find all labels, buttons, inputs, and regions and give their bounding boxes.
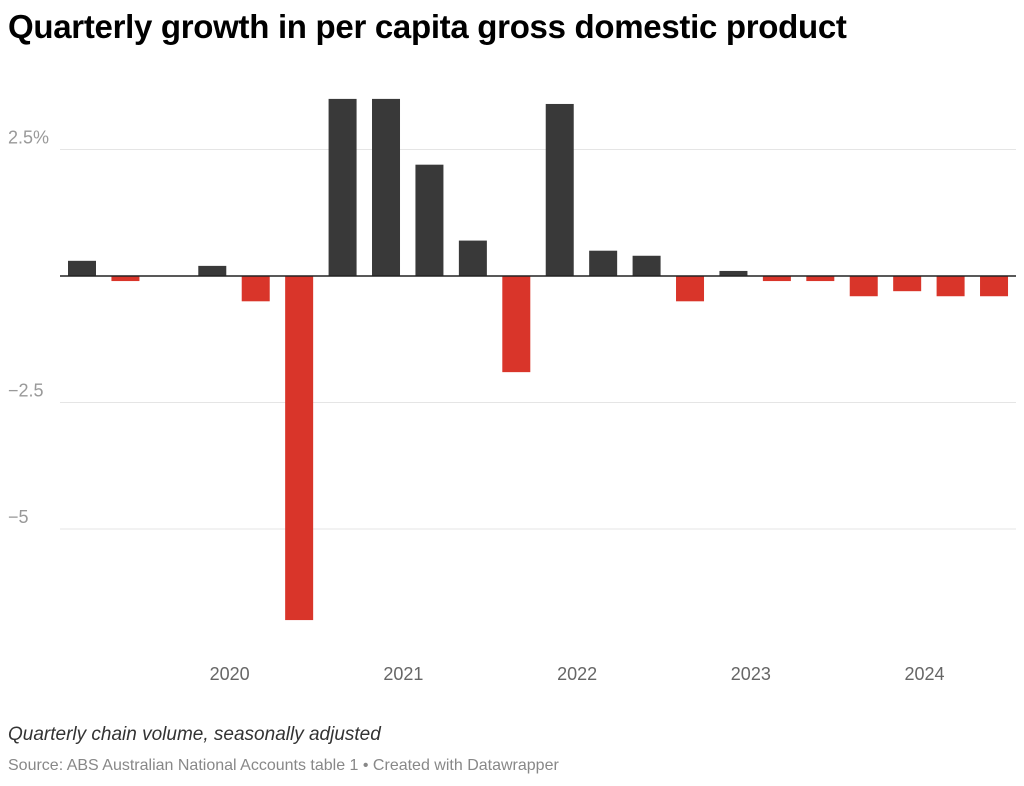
bar xyxy=(372,98,401,277)
bar xyxy=(936,276,965,297)
bar xyxy=(68,260,96,276)
bar xyxy=(241,276,270,302)
bar xyxy=(632,255,661,276)
bar xyxy=(111,276,140,282)
bar xyxy=(676,276,705,302)
bar xyxy=(458,240,487,276)
chart-subtitle: Quarterly chain volume, seasonally adjus… xyxy=(8,724,381,745)
bar xyxy=(502,276,531,373)
bar xyxy=(328,98,357,277)
x-tick-label: 2022 xyxy=(557,664,597,684)
bar xyxy=(849,276,878,297)
chart-title: Quarterly growth in per capita gross dom… xyxy=(8,8,847,45)
bar xyxy=(545,103,574,277)
x-tick-label: 2024 xyxy=(905,664,945,684)
bar xyxy=(893,276,922,292)
chart-source: Source: ABS Australian National Accounts… xyxy=(8,757,559,774)
x-tick-label: 2020 xyxy=(210,664,250,684)
bar xyxy=(719,270,748,276)
bar xyxy=(806,276,835,282)
bar xyxy=(980,276,1009,297)
y-tick-label: −2.5 xyxy=(8,381,44,401)
y-tick-label: 2.5% xyxy=(8,128,49,148)
bar xyxy=(285,276,314,621)
x-tick-label: 2023 xyxy=(731,664,771,684)
x-tick-label: 2021 xyxy=(383,664,423,684)
y-tick-label: −5 xyxy=(8,507,29,527)
bar xyxy=(589,250,618,276)
bar xyxy=(762,276,791,282)
bar xyxy=(415,164,444,276)
bar xyxy=(198,265,227,276)
